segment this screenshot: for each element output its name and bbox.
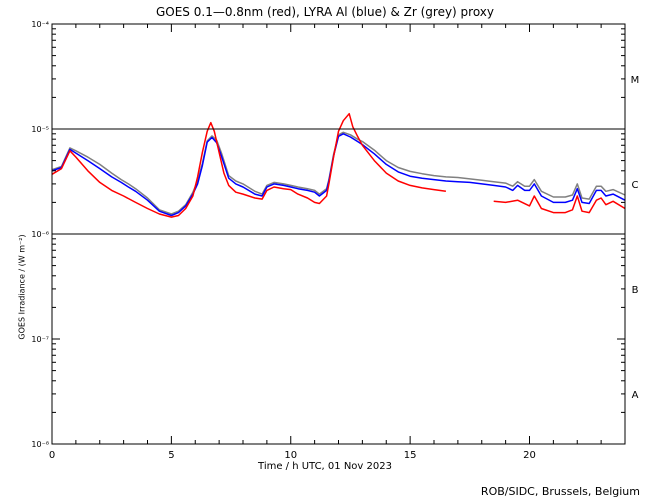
class-label-m: M — [631, 75, 640, 86]
credit-label: ROB/SIDC, Brussels, Belgium — [480, 485, 640, 498]
y-tick-label: 10⁻⁶ — [31, 230, 49, 239]
lyra-zr-series-line — [51, 131, 626, 215]
x-tick-label: 5 — [168, 450, 174, 461]
class-label-c: C — [632, 180, 639, 191]
class-label-b: B — [632, 285, 639, 296]
frame-layer: 0 5 10 15 20 10⁻⁸ 10⁻⁷ 10⁻⁶ 10⁻⁵ 10⁻⁴ A B C M — [31, 20, 639, 461]
chart-title: GOES 0.1—0.8nm (red), LYRA Al (blue) & Z… — [155, 5, 495, 19]
lyra-al-series-line — [51, 133, 626, 217]
y-tick-label: 10⁻⁷ — [31, 335, 49, 344]
x-tick-label: 0 — [49, 450, 55, 461]
class-label-a: A — [632, 390, 639, 401]
goes-series-line — [493, 195, 626, 214]
x-axis-label: Time / h UTC, 01 Nov 2023 — [258, 461, 392, 472]
x-tick-label: 15 — [404, 450, 417, 461]
y-tick-label: 10⁻⁴ — [31, 20, 49, 29]
y-tick-label: 10⁻⁸ — [31, 440, 49, 449]
series-layer — [51, 112, 626, 218]
x-tick-label: 10 — [284, 450, 297, 461]
y-tick-label: 10⁻⁵ — [31, 125, 49, 134]
x-tick-label: 20 — [523, 450, 536, 461]
goes-series-line — [51, 112, 447, 218]
